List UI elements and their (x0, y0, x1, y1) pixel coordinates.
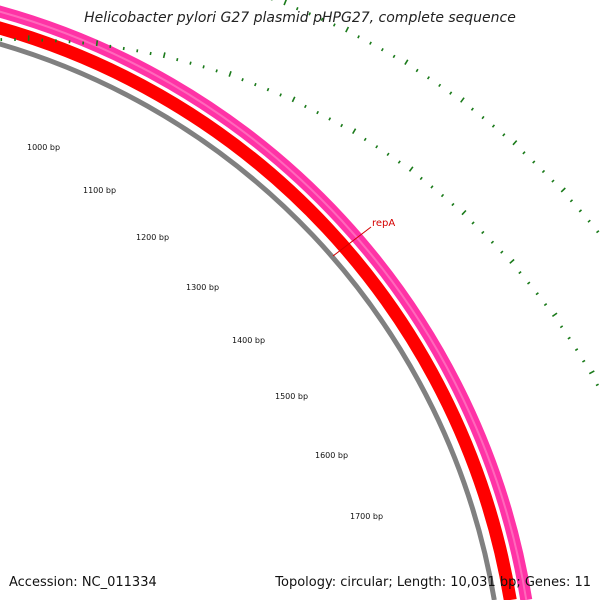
inner-tick-minor (500, 250, 504, 254)
inner-tick-minor (471, 221, 475, 225)
gene-track-highlight (0, 10, 528, 600)
inner-tick-minor (581, 359, 586, 363)
outer-tick-minor (481, 115, 485, 120)
inner-tick-minor (419, 176, 423, 181)
outer-tick-minor (357, 35, 360, 39)
inner-tick-minor (176, 58, 179, 62)
inner-tick-minor (340, 123, 344, 128)
outer-tick-minor (596, 230, 600, 234)
repA-gene-label: repA (372, 218, 395, 229)
inner-tick-major (352, 128, 357, 135)
inner-tick-minor (527, 281, 531, 285)
outer-tick-minor (569, 199, 574, 203)
inner-tick-minor (375, 145, 379, 149)
inner-tick-minor (202, 65, 205, 69)
inner-tick-major (408, 166, 414, 172)
tick-label-1200: 1200 bp (136, 233, 169, 242)
inner-tick-minor (254, 82, 257, 87)
tick-label-1400: 1400 bp (232, 336, 265, 345)
outer-tick-major (560, 187, 566, 193)
outer-tick-minor (532, 160, 536, 164)
outer-tick-major (460, 97, 465, 103)
inner-tick-minor (430, 185, 434, 189)
inner-tick-major (291, 96, 296, 103)
outer-tick-minor (551, 179, 555, 183)
outer-tick-major (512, 140, 518, 146)
inner-tick-minor (386, 152, 390, 157)
inner-tick-minor (574, 348, 579, 352)
inner-tick-minor (490, 240, 495, 244)
inner-tick-major (461, 209, 467, 216)
outer-tick-minor (449, 91, 453, 95)
outer-tick-minor (380, 48, 384, 52)
backbone-ring (0, 41, 497, 600)
outer-tick-minor (308, 12, 312, 16)
repA-callout-line (332, 226, 372, 257)
inner-tick-minor (440, 193, 445, 198)
outer-tick-minor (522, 151, 526, 155)
tick-label-1500: 1500 bp (275, 392, 308, 401)
inner-tick-major (162, 52, 166, 59)
map-title: Helicobacter pylori G27 plasmid pHPG27, … (84, 10, 516, 26)
outer-tick-major (404, 59, 409, 66)
inner-tick-minor (189, 61, 192, 65)
outer-tick-minor (332, 23, 336, 27)
inner-tick-minor (535, 292, 539, 296)
tick-label-1300: 1300 bp (186, 283, 219, 292)
inner-tick-minor (481, 230, 485, 235)
outer-tick-minor (415, 68, 419, 73)
outer-tick-minor (470, 107, 474, 111)
outer-tick-major (345, 26, 350, 33)
outer-tick-minor (438, 83, 442, 88)
inner-tick-minor (149, 51, 152, 56)
outer-tick-minor (369, 41, 372, 45)
outer-tick-minor (295, 7, 299, 11)
outer-tick-minor (392, 54, 396, 59)
tick-label-1000: 1000 bp (27, 143, 60, 152)
inner-tick-minor (266, 87, 270, 92)
tick-label-1100: 1100 bp (83, 186, 116, 195)
outer-tick-major (283, 0, 287, 6)
inner-tick-minor (122, 46, 125, 51)
inner-tick-marks (0, 35, 599, 387)
cds-track-ring (0, 21, 517, 600)
outer-tick-minor (491, 124, 496, 128)
outer-tick-marks (270, 0, 600, 234)
inner-tick-major (588, 370, 595, 375)
inner-tick-minor (518, 270, 522, 275)
inner-tick-major (551, 312, 558, 318)
inner-tick-minor (543, 303, 548, 307)
inner-tick-minor (279, 93, 282, 97)
inner-tick-minor (316, 110, 320, 115)
inner-tick-minor (303, 104, 307, 109)
inner-tick-minor (136, 49, 139, 53)
outer-tick-minor (502, 133, 506, 137)
inner-tick-minor (328, 117, 332, 121)
inner-tick-minor (215, 69, 218, 73)
inner-tick-major (95, 40, 99, 47)
gene-track-ring (0, 5, 533, 600)
accession-text: Accession: NC_011334 (9, 575, 157, 590)
inner-tick-minor (595, 383, 599, 387)
inner-tick-minor (567, 336, 571, 340)
inner-tick-minor (451, 202, 455, 207)
outer-tick-minor (426, 76, 430, 80)
outer-tick-minor (578, 209, 583, 213)
inner-tick-major (228, 70, 232, 77)
tick-label-1700: 1700 bp (350, 512, 383, 521)
outer-tick-minor (541, 169, 546, 174)
tick-label-1600: 1600 bp (315, 451, 348, 460)
outer-tick-minor (320, 17, 324, 22)
inner-tick-minor (559, 325, 564, 329)
inner-tick-minor (241, 78, 244, 82)
inner-tick-minor (397, 160, 401, 164)
outer-tick-minor (587, 219, 591, 223)
inner-tick-major (509, 258, 515, 264)
inner-tick-minor (363, 137, 367, 142)
topology-summary-text: Topology: circular; Length: 10,031 bp; G… (275, 575, 591, 590)
